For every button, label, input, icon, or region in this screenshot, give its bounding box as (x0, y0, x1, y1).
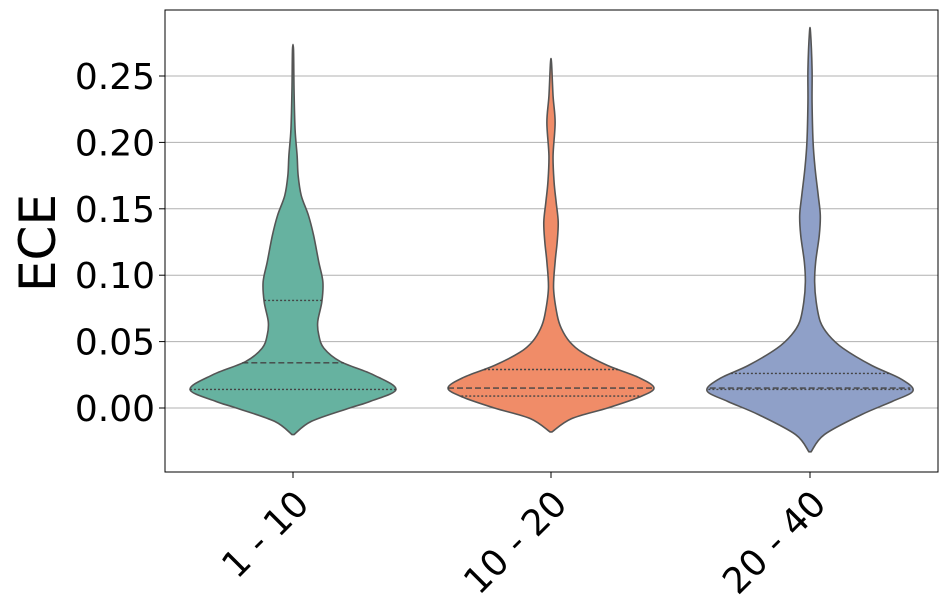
y-tick-labels: 0.00 0.05 0.10 0.15 0.20 0.25 (75, 57, 165, 430)
y-tick-label: 0.20 (75, 123, 155, 164)
violin-0 (189, 43, 397, 436)
y-tick-label: 0.10 (75, 256, 155, 297)
violin-body (447, 57, 655, 433)
x-tick-labels: 1 - 10 10 - 20 20 - 40 (214, 472, 834, 603)
y-tick-label: 0.05 (75, 323, 155, 364)
violin-1 (447, 57, 655, 433)
x-tick-label: 10 - 20 (456, 483, 575, 602)
x-tick-label: 1 - 10 (214, 483, 317, 586)
violins (189, 26, 914, 453)
violin-body (189, 43, 397, 436)
x-tick-label: 20 - 40 (715, 483, 834, 602)
plot-frame (164, 9, 939, 473)
violin-body (706, 26, 914, 453)
y-tick-label: 0.00 (75, 389, 155, 430)
y-axis-title: ECE (9, 194, 67, 292)
y-tick-label: 0.15 (75, 190, 155, 231)
violin-2 (706, 26, 914, 453)
y-tick-label: 0.25 (75, 57, 155, 98)
